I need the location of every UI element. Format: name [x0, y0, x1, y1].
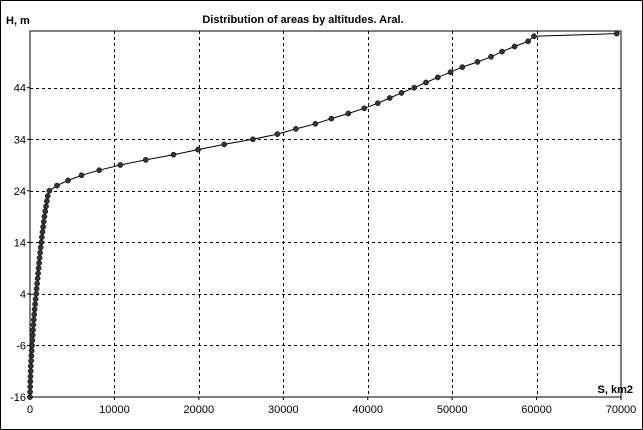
data-point: [32, 296, 39, 302]
data-point: [27, 383, 34, 390]
data-point: [96, 167, 103, 174]
data-point: [423, 79, 429, 86]
y-tick-label: 34: [14, 134, 26, 146]
data-point: [345, 110, 352, 117]
data-point: [374, 100, 381, 107]
data-point: [117, 162, 124, 168]
y-axis-ticks: -16 -6 4 14 24 34 44: [10, 83, 30, 404]
grid-lines: [30, 31, 621, 397]
data-point: [42, 208, 49, 215]
data-point: [36, 260, 42, 266]
data-point: [44, 193, 51, 199]
data-point: [221, 141, 228, 148]
data-point: [30, 327, 36, 333]
data-point: [39, 234, 45, 241]
data-point: [170, 151, 177, 158]
data-point: [54, 182, 60, 189]
x-axis-label: S, km2: [598, 384, 633, 396]
data-point: [44, 198, 50, 204]
data-point: [447, 69, 454, 76]
data-point: [488, 53, 494, 60]
data-point: [27, 394, 33, 400]
data-point: [27, 373, 34, 380]
data-point: [613, 30, 620, 37]
data-point: [459, 64, 466, 70]
x-tick-label: 60000: [521, 404, 552, 416]
y-tick-label: 24: [14, 186, 26, 198]
data-point: [274, 131, 281, 137]
data-point: [142, 157, 149, 163]
data-point: [41, 213, 48, 220]
data-point: [28, 347, 35, 354]
data-point: [499, 48, 505, 55]
data-point: [27, 388, 33, 395]
data-point: [43, 203, 49, 210]
data-point: [250, 136, 256, 143]
x-tick-label: 10000: [99, 404, 130, 416]
data-point: [31, 306, 38, 313]
data-point: [35, 270, 41, 277]
data-point: [29, 337, 36, 344]
data-point: [312, 120, 319, 127]
data-point: [30, 321, 37, 328]
data-point: [31, 311, 38, 318]
data-point: [46, 187, 53, 194]
data-point: [30, 316, 37, 323]
data-point: [511, 43, 518, 50]
x-axis-ticks: 0 10000 20000 30000 40000 50000 60000 70000: [27, 397, 636, 416]
data-point: [434, 74, 441, 81]
y-tick-label: 14: [14, 237, 26, 249]
data-point: [27, 368, 34, 375]
data-point: [37, 244, 44, 251]
data-point: [35, 265, 42, 271]
data-point: [27, 378, 34, 385]
data-point: [36, 254, 43, 261]
data-point: [386, 95, 393, 101]
data-point: [28, 358, 34, 364]
data-point: [398, 90, 405, 96]
data-point: [328, 115, 335, 122]
data-point: [33, 285, 40, 292]
data-point: [34, 275, 41, 282]
data-point: [33, 291, 39, 297]
data-point: [78, 172, 85, 179]
data-point: [38, 239, 45, 246]
data-point: [474, 59, 481, 65]
data-point: [361, 105, 368, 112]
data-point: [525, 38, 531, 45]
data-point: [40, 218, 47, 225]
plot-area-border: [29, 30, 622, 398]
data-point: [293, 126, 299, 132]
y-tick-label: -6: [16, 340, 26, 352]
chart-title: Distribution of areas by altitudes. Aral…: [202, 14, 403, 26]
x-tick-label: 50000: [437, 404, 468, 416]
data-point: [27, 363, 34, 369]
data-point: [195, 146, 201, 153]
y-tick-label: 44: [14, 83, 26, 95]
data-point: [28, 352, 35, 359]
data-point: [32, 301, 38, 308]
data-point: [411, 84, 418, 91]
y-tick-label: -16: [10, 392, 26, 404]
data-point: [40, 224, 46, 230]
data-point: [29, 332, 36, 338]
data-point: [65, 177, 71, 184]
x-tick-label: 30000: [268, 404, 299, 416]
data-point: [29, 342, 35, 349]
x-tick-label: 0: [27, 404, 33, 416]
data-point: [531, 33, 537, 40]
x-tick-label: 20000: [184, 404, 215, 416]
series-area-by-altitude: [27, 30, 620, 400]
y-tick-label: 4: [20, 289, 26, 301]
x-tick-label: 40000: [352, 404, 383, 416]
x-tick-label: 70000: [606, 404, 637, 416]
y-axis-label: H, m: [6, 15, 30, 27]
data-point: [37, 249, 43, 256]
data-point: [39, 229, 46, 235]
data-point: [34, 280, 40, 287]
